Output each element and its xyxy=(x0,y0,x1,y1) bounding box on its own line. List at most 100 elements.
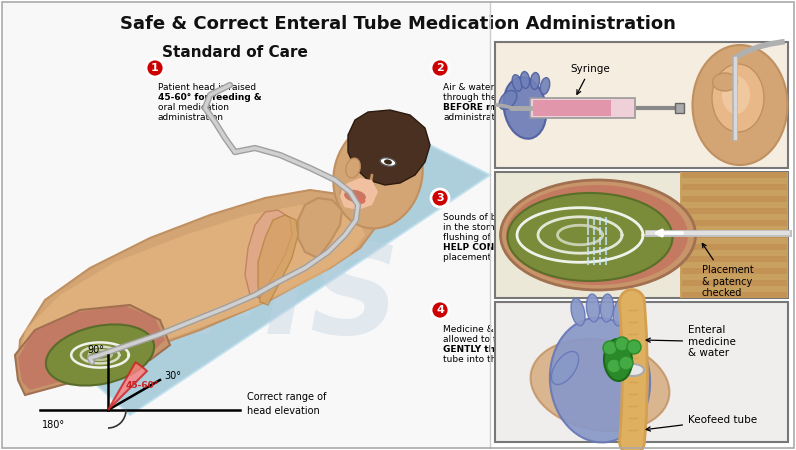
Polygon shape xyxy=(15,305,170,395)
Text: 45-60°: 45-60° xyxy=(126,381,159,390)
Ellipse shape xyxy=(613,298,626,326)
Ellipse shape xyxy=(550,318,650,442)
Ellipse shape xyxy=(712,64,764,132)
Polygon shape xyxy=(18,190,375,390)
Ellipse shape xyxy=(384,159,392,165)
Text: BEFORE medication: BEFORE medication xyxy=(443,103,543,112)
Bar xyxy=(682,292,787,298)
Ellipse shape xyxy=(712,73,738,91)
Bar xyxy=(682,208,787,214)
Text: 4: 4 xyxy=(436,305,444,315)
Bar xyxy=(675,103,684,113)
Ellipse shape xyxy=(587,294,599,322)
Text: Keofeed tube: Keofeed tube xyxy=(646,415,757,431)
Bar xyxy=(682,172,787,178)
Ellipse shape xyxy=(506,185,688,285)
Text: Air & water is passed: Air & water is passed xyxy=(443,83,539,92)
Text: IMS: IMS xyxy=(139,239,400,360)
Ellipse shape xyxy=(540,78,550,94)
Text: 1: 1 xyxy=(151,63,159,73)
Ellipse shape xyxy=(521,72,529,89)
Bar xyxy=(682,256,787,262)
Bar xyxy=(682,196,787,202)
Ellipse shape xyxy=(46,324,154,386)
Ellipse shape xyxy=(530,72,540,90)
Text: 2: 2 xyxy=(436,63,444,73)
Text: HELP CONFIRM tube: HELP CONFIRM tube xyxy=(443,243,546,252)
Text: 45-60° for feeding &: 45-60° for feeding & xyxy=(158,93,262,102)
Circle shape xyxy=(627,340,641,354)
Text: 180°: 180° xyxy=(42,420,65,430)
Text: in the stomach & the: in the stomach & the xyxy=(443,223,539,232)
Text: Medicine & water is: Medicine & water is xyxy=(443,325,533,334)
Text: administration: administration xyxy=(158,113,224,122)
Text: Patient head is raised: Patient head is raised xyxy=(158,83,256,92)
Circle shape xyxy=(431,301,449,319)
Ellipse shape xyxy=(380,158,396,166)
Ellipse shape xyxy=(512,75,522,91)
Text: 3: 3 xyxy=(436,193,444,203)
Polygon shape xyxy=(80,145,490,415)
Text: flushing of water to: flushing of water to xyxy=(443,233,532,242)
Bar xyxy=(2,2,490,448)
Text: through the tube: through the tube xyxy=(443,93,520,102)
Polygon shape xyxy=(298,198,342,258)
Ellipse shape xyxy=(504,77,546,139)
Ellipse shape xyxy=(693,45,787,165)
Text: Syringe: Syringe xyxy=(570,64,610,94)
Bar xyxy=(495,172,788,298)
Circle shape xyxy=(607,359,621,373)
Circle shape xyxy=(146,59,164,77)
Polygon shape xyxy=(20,205,365,385)
Text: administration: administration xyxy=(443,113,509,122)
Bar xyxy=(533,100,611,116)
Ellipse shape xyxy=(499,90,517,109)
Ellipse shape xyxy=(600,294,614,322)
Ellipse shape xyxy=(508,193,673,281)
Circle shape xyxy=(619,356,633,370)
Ellipse shape xyxy=(350,196,365,204)
Text: GENTLY through: GENTLY through xyxy=(443,345,525,354)
Text: Safe & Correct Enteral Tube Medication Administration: Safe & Correct Enteral Tube Medication A… xyxy=(120,15,676,33)
Polygon shape xyxy=(18,306,165,390)
Bar xyxy=(682,280,787,286)
Bar xyxy=(495,302,788,442)
Ellipse shape xyxy=(334,122,423,229)
Ellipse shape xyxy=(722,76,750,114)
Bar xyxy=(682,244,787,250)
Ellipse shape xyxy=(345,158,361,178)
Ellipse shape xyxy=(501,180,696,290)
Text: Standard of Care: Standard of Care xyxy=(162,45,308,60)
Polygon shape xyxy=(340,178,378,210)
Bar xyxy=(680,172,788,298)
Bar xyxy=(682,184,787,190)
Circle shape xyxy=(431,59,449,77)
Circle shape xyxy=(603,341,617,355)
Bar xyxy=(682,268,787,274)
Polygon shape xyxy=(245,210,292,298)
Text: Enteral
medicine
& water: Enteral medicine & water xyxy=(646,325,736,358)
Ellipse shape xyxy=(552,351,579,385)
Polygon shape xyxy=(258,215,298,305)
Ellipse shape xyxy=(340,186,370,204)
Text: oral medication: oral medication xyxy=(158,103,229,112)
Ellipse shape xyxy=(622,364,644,376)
Text: tube into the stomach: tube into the stomach xyxy=(443,355,544,364)
Polygon shape xyxy=(348,110,430,185)
Circle shape xyxy=(431,189,449,207)
Bar xyxy=(495,42,788,168)
Text: 90°: 90° xyxy=(87,345,104,355)
Text: 30°: 30° xyxy=(164,371,181,381)
Ellipse shape xyxy=(571,298,585,326)
Text: Correct range of
head elevation: Correct range of head elevation xyxy=(247,392,326,416)
Bar xyxy=(682,220,787,226)
Text: placement & patency: placement & patency xyxy=(443,253,540,262)
Bar xyxy=(682,232,787,238)
Text: Sounds of bubbling: Sounds of bubbling xyxy=(443,213,530,222)
Bar xyxy=(530,98,635,118)
Circle shape xyxy=(615,337,629,351)
Text: Placement
& patency
checked: Placement & patency checked xyxy=(702,243,754,298)
Ellipse shape xyxy=(604,339,632,381)
Ellipse shape xyxy=(344,190,366,202)
Text: allowed to flow: allowed to flow xyxy=(443,335,512,344)
